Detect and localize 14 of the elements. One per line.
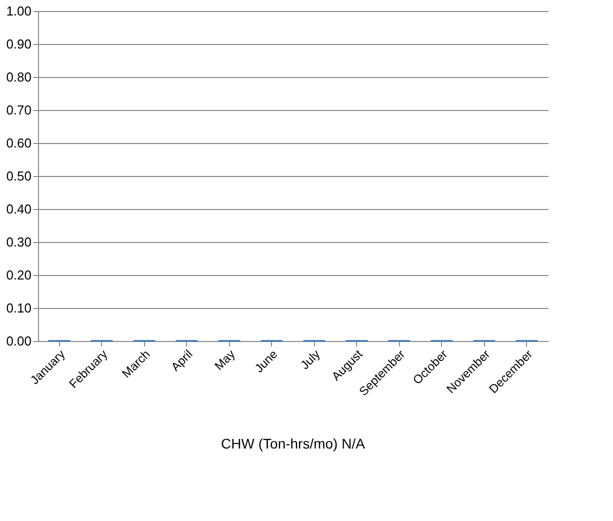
y-tick-label: 0.30 <box>6 234 32 250</box>
y-tick-label: 0.80 <box>6 70 32 84</box>
y-tick-label: 0.70 <box>6 102 32 118</box>
y-tick-label: 0.20 <box>6 268 32 282</box>
x-tick-label: May <box>212 347 238 374</box>
y-tick-label: 0.90 <box>6 36 32 52</box>
text: CHW (Ton-hrs/mo) N/A <box>221 435 366 452</box>
y-tick-label: 0.40 <box>6 202 32 216</box>
x-tick-label: July <box>298 347 323 372</box>
y-tick-label: 0.10 <box>6 300 32 316</box>
y-tick-label: 0.60 <box>6 136 32 150</box>
y-tick-label: 1.00 <box>6 4 32 18</box>
y-tick-label: 0.00 <box>6 334 32 348</box>
y-tick-label: 0.50 <box>6 168 32 184</box>
